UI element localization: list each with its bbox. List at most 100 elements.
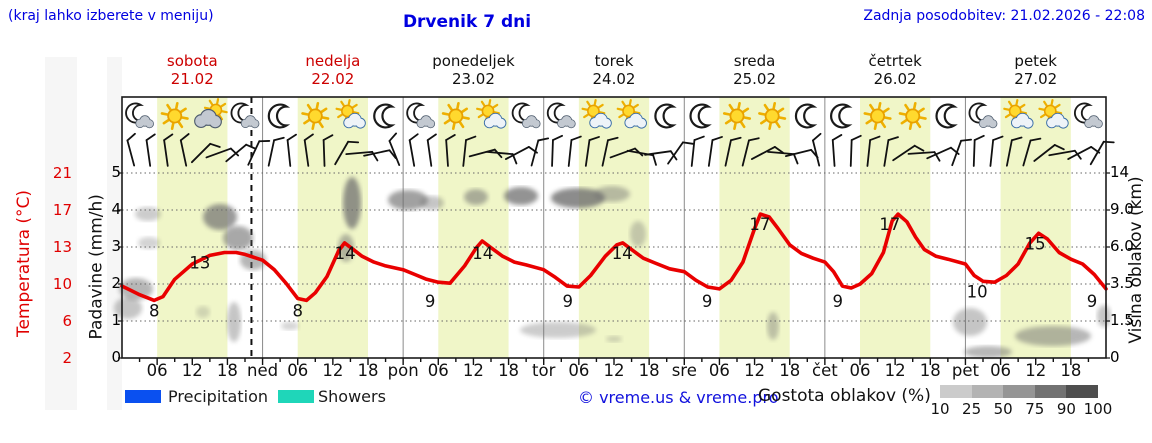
sun-cloud-icon [581, 99, 612, 129]
moon-cloud-icon [511, 102, 541, 129]
temperature-value-label: 9 [1087, 292, 1098, 311]
temperature-value-label: 17 [879, 215, 900, 234]
cloud-height-tick: 1.5 [1110, 311, 1134, 329]
precipitation-legend-swatch [125, 390, 161, 403]
temp-tick: 2 [62, 349, 72, 367]
x-hour-label: 12 [463, 361, 484, 380]
sun-icon [160, 101, 189, 131]
wind-barb [1005, 136, 1023, 167]
wind-barb [866, 135, 881, 167]
plot-frame [121, 96, 1107, 359]
cloud-density-blob [520, 322, 596, 338]
wind-barb [831, 134, 843, 167]
temp-tick: 6 [62, 312, 72, 330]
wind-barb [741, 137, 760, 167]
wind-barb [408, 133, 419, 167]
temp-tick: 17 [52, 201, 72, 219]
sun-cloud-icon [1003, 99, 1034, 129]
wind-barb [907, 151, 941, 162]
daytime-band [297, 97, 368, 358]
wind-barb [849, 134, 862, 167]
cloud-density-blob [114, 297, 142, 319]
cloud-density-blob [338, 234, 354, 262]
wind-barb [426, 133, 437, 167]
cloud-density-blob [767, 312, 779, 340]
x-hour-label: 06 [568, 361, 589, 380]
wind-barb [972, 134, 985, 167]
cloud-density-blob [594, 186, 630, 202]
temp-tick: 13 [52, 238, 72, 256]
last-update-text: Zadnja posodobitev: 21.02.2026 - 22:08 [863, 8, 1145, 24]
sun-icon [722, 101, 752, 131]
cloud-density-blob [281, 322, 299, 330]
cloud-density-tick: 90 [1056, 400, 1076, 418]
precip-tick: 4 [111, 200, 121, 218]
wind-barb [567, 135, 582, 167]
x-day-abbrev: pon [388, 361, 419, 380]
moon-icon [373, 103, 396, 129]
day-header-petek: petek 27.02 [1014, 52, 1058, 88]
x-hour-label: 18 [358, 361, 379, 380]
cloud-density-blob [223, 226, 253, 250]
temperature-value-label: 14 [612, 244, 633, 263]
moon-cloud-icon [406, 102, 436, 129]
sun-icon [301, 101, 330, 131]
temperature-value-label: 8 [149, 301, 160, 320]
x-hour-label: 18 [920, 361, 941, 380]
cloud-density-blob [135, 207, 161, 221]
precip-tick: 3 [111, 237, 121, 255]
wind-barb [951, 138, 972, 167]
wind-barb [1033, 144, 1065, 162]
left-axis-strip-temperature [45, 57, 77, 410]
x-hour-label: 06 [990, 361, 1011, 380]
sun-cloud-icon [335, 99, 366, 129]
sun-cloud-icon [1038, 99, 1069, 129]
day-header-sreda: sreda 25.02 [733, 52, 777, 88]
cloud-height-tick: 9.0 [1110, 200, 1134, 218]
wind-barb [926, 146, 960, 160]
day-header-nedelja: nedelja 22.02 [305, 52, 361, 88]
sun-icon [863, 101, 892, 131]
precipitation-legend-label: Precipitation [168, 387, 269, 406]
sun-cloud-icon [616, 99, 647, 129]
cloud-density-blob [551, 188, 605, 208]
moon-icon [830, 103, 853, 129]
wind-barb [126, 132, 136, 167]
wind-barb [883, 136, 899, 167]
wind-barb [267, 136, 285, 167]
cloud-density-legend-label: Gostota oblakov (%) [758, 386, 931, 406]
cloud-density-blob [630, 221, 646, 247]
temperature-value-label: 15 [1025, 234, 1046, 253]
cloud-density-blob [1097, 305, 1111, 327]
cloud-density-tick: 100 [1083, 400, 1113, 418]
cloud-density-tick: 75 [1025, 400, 1045, 418]
day-header-četrtek: četrtek 26.02 [868, 52, 922, 88]
cloud-density-grayscale-bar [940, 385, 1098, 398]
x-hour-label: 12 [885, 361, 906, 380]
cloud-height-tick: 3.5 [1110, 274, 1134, 292]
wind-barb [812, 132, 822, 167]
wind-barb [551, 134, 564, 167]
cloud-density-blob [227, 302, 241, 342]
wind-barb [322, 134, 334, 167]
x-day-abbrev: tor [532, 361, 556, 380]
precip-tick: 0 [111, 348, 121, 366]
wind-barb [1089, 140, 1115, 166]
x-hour-label: 06 [287, 361, 308, 380]
wind-barb [724, 136, 742, 167]
cloud-height-tick: 6.0 [1110, 237, 1134, 255]
showers-legend-label: Showers [318, 387, 386, 406]
cloud-density-blob [196, 306, 210, 318]
left-axis-strip-precip [107, 57, 122, 410]
moon-cloud-icon [1074, 102, 1103, 129]
cloud-density-tick: 10 [930, 400, 950, 418]
moon-icon [935, 103, 958, 129]
temperature-value-label: 9 [702, 292, 713, 311]
wind-barb [179, 133, 190, 167]
cloud-density-tick: 25 [962, 400, 982, 418]
wind-barb [363, 149, 397, 160]
moon-icon [794, 103, 818, 129]
cloud-density-blob [1015, 326, 1091, 346]
copyright-link[interactable]: © vreme.us & vreme.pro [578, 388, 779, 407]
x-day-abbrev: ned [247, 361, 278, 380]
